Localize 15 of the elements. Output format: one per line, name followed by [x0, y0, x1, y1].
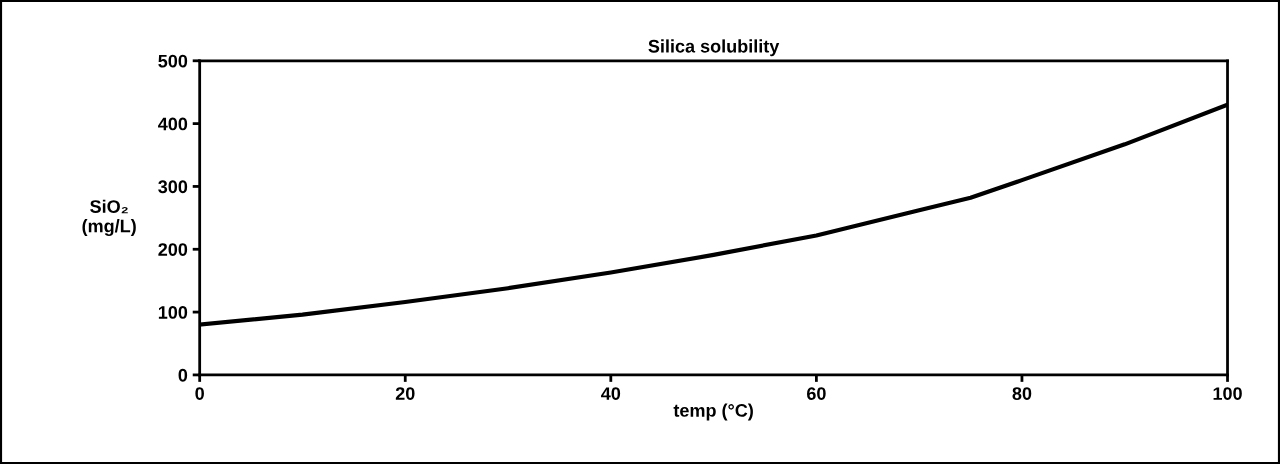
x-tick-label: 20 [395, 387, 415, 400]
chart-title: Silica solubility [648, 39, 780, 57]
y-axis-title: SiO₂ (mg/L) [82, 199, 136, 237]
x-tick-label: 40 [601, 387, 621, 400]
x-tick-label: 100 [1213, 387, 1242, 400]
y-tick-label: 400 [158, 117, 188, 131]
y-tick-label: 200 [158, 243, 188, 256]
y-tick-label: 100 [158, 306, 188, 319]
x-tick-label: 60 [807, 387, 826, 400]
y-tick-label: 0 [178, 368, 188, 382]
x-tick-label: 0 [195, 387, 204, 400]
x-tick-label: 80 [1012, 387, 1032, 400]
x-axis-title: temp (°C) [673, 403, 753, 421]
y-tick-label: 300 [158, 180, 188, 194]
y-tick-label: 500 [158, 54, 188, 68]
